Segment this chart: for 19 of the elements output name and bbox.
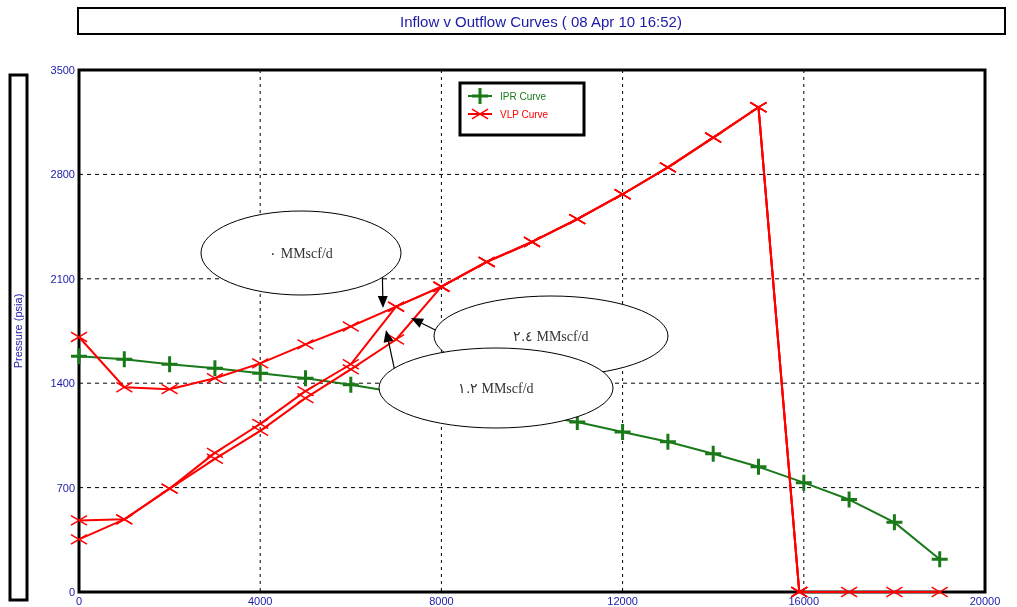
- x-tick-label: 20000: [969, 595, 1001, 607]
- y-tick-label: 700: [56, 481, 75, 494]
- y-tick-label: 1400: [50, 377, 75, 390]
- chart-title: Inflow v Outflow Curves ( 08 Apr 10 16:52): [400, 13, 682, 30]
- legend-label: IPR Curve: [500, 91, 547, 102]
- x-tick-label: 16000: [788, 595, 820, 607]
- legend-label: VLP Curve: [500, 109, 549, 120]
- y-tick-label: 2100: [50, 272, 75, 285]
- y-tick-label: 2800: [50, 168, 75, 181]
- annotation: ٢.٤ MMscf/d: [513, 329, 589, 344]
- y-tick-label: 3500: [50, 64, 75, 76]
- annotation: ٠ MMscf/d: [269, 246, 333, 261]
- y-axis-title: Pressure (psia): [12, 293, 24, 369]
- y-tick-label: 0: [68, 586, 75, 598]
- annotation: ١.٢ MMscf/d: [458, 381, 534, 396]
- x-tick-label: 8000: [429, 595, 454, 607]
- x-tick-label: 4000: [247, 595, 273, 607]
- x-tick-label: 12000: [607, 595, 638, 607]
- x-tick-label: 0: [75, 595, 83, 607]
